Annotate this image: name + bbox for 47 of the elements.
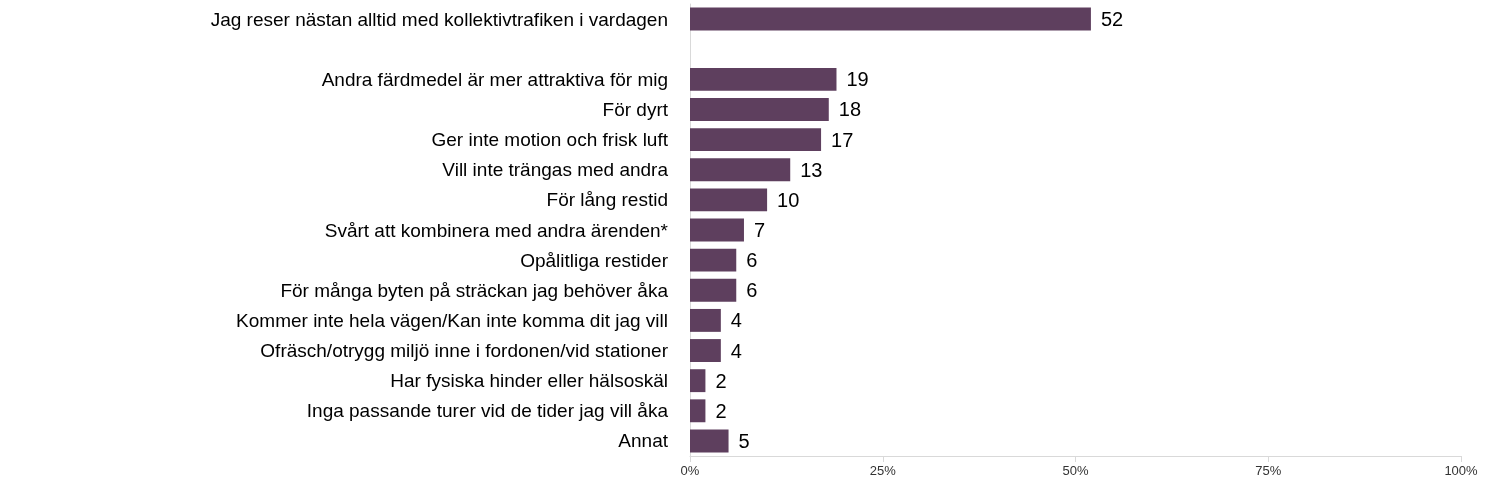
bar (690, 128, 822, 152)
data-label: 52 (1100, 8, 1124, 31)
y-tick-label: Jag reser nästan alltid med kollektivtrafiken i vardagen (210, 8, 668, 30)
y-tick-label: Vill inte trängas med andra (442, 159, 669, 181)
data-label: 4 (730, 309, 742, 332)
bar (690, 278, 737, 302)
x-tick-label: 75% (1255, 463, 1282, 478)
y-tick-label: Inga passande turer vid de tider jag vill åka (306, 400, 669, 422)
data-label: 18 (838, 98, 862, 121)
data-label: 5 (738, 429, 750, 452)
data-label: 17 (831, 128, 854, 151)
bar (690, 399, 706, 423)
y-tick-label: För många byten på sträckan jag behöver åka (280, 279, 669, 301)
bar (690, 429, 729, 453)
bar (690, 248, 737, 272)
data-label: 6 (746, 249, 758, 272)
data-label: 2 (715, 369, 727, 392)
y-tick-label: Andra färdmedel är mer attraktiva för mig (321, 68, 668, 90)
y-tick-label: För lång restid (546, 189, 668, 211)
x-tick-label: 0% (680, 463, 700, 478)
bar (690, 218, 744, 242)
bar (690, 98, 829, 121)
bar (690, 369, 706, 393)
y-tick-label: För dyrt (602, 98, 669, 120)
y-tick-label: Ger inte motion och frisk luft (431, 129, 669, 151)
bar (690, 67, 837, 91)
data-label: 4 (730, 339, 742, 362)
y-tick-label: Opålitliga restider (520, 249, 669, 271)
bar (690, 158, 791, 182)
x-tick-label: 25% (869, 463, 897, 478)
x-tick-label: 50% (1062, 463, 1089, 478)
bar (690, 7, 1091, 31)
data-label: 19 (846, 68, 869, 91)
y-tick-label: Annat (618, 430, 669, 452)
bar (690, 339, 721, 362)
data-label: 7 (753, 219, 766, 241)
y-tick-label: Kommer inte hela vägen/Kan inte komma dit jag vill (236, 309, 668, 331)
data-label: 6 (746, 279, 758, 302)
data-label: 2 (715, 399, 727, 422)
x-tick-label: 100% (1444, 463, 1479, 478)
y-tick-label: Ofräsch/otrygg miljö inne i fordonen/vid stationer (260, 340, 669, 362)
bar (690, 308, 721, 332)
bar (690, 188, 768, 212)
y-tick-label: Svårt att kombinera med andra ärenden* (324, 219, 669, 241)
data-label: 13 (800, 158, 823, 181)
data-label: 10 (777, 188, 800, 211)
y-tick-label: Har fysiska hinder eller hälsoskäl (390, 370, 668, 392)
